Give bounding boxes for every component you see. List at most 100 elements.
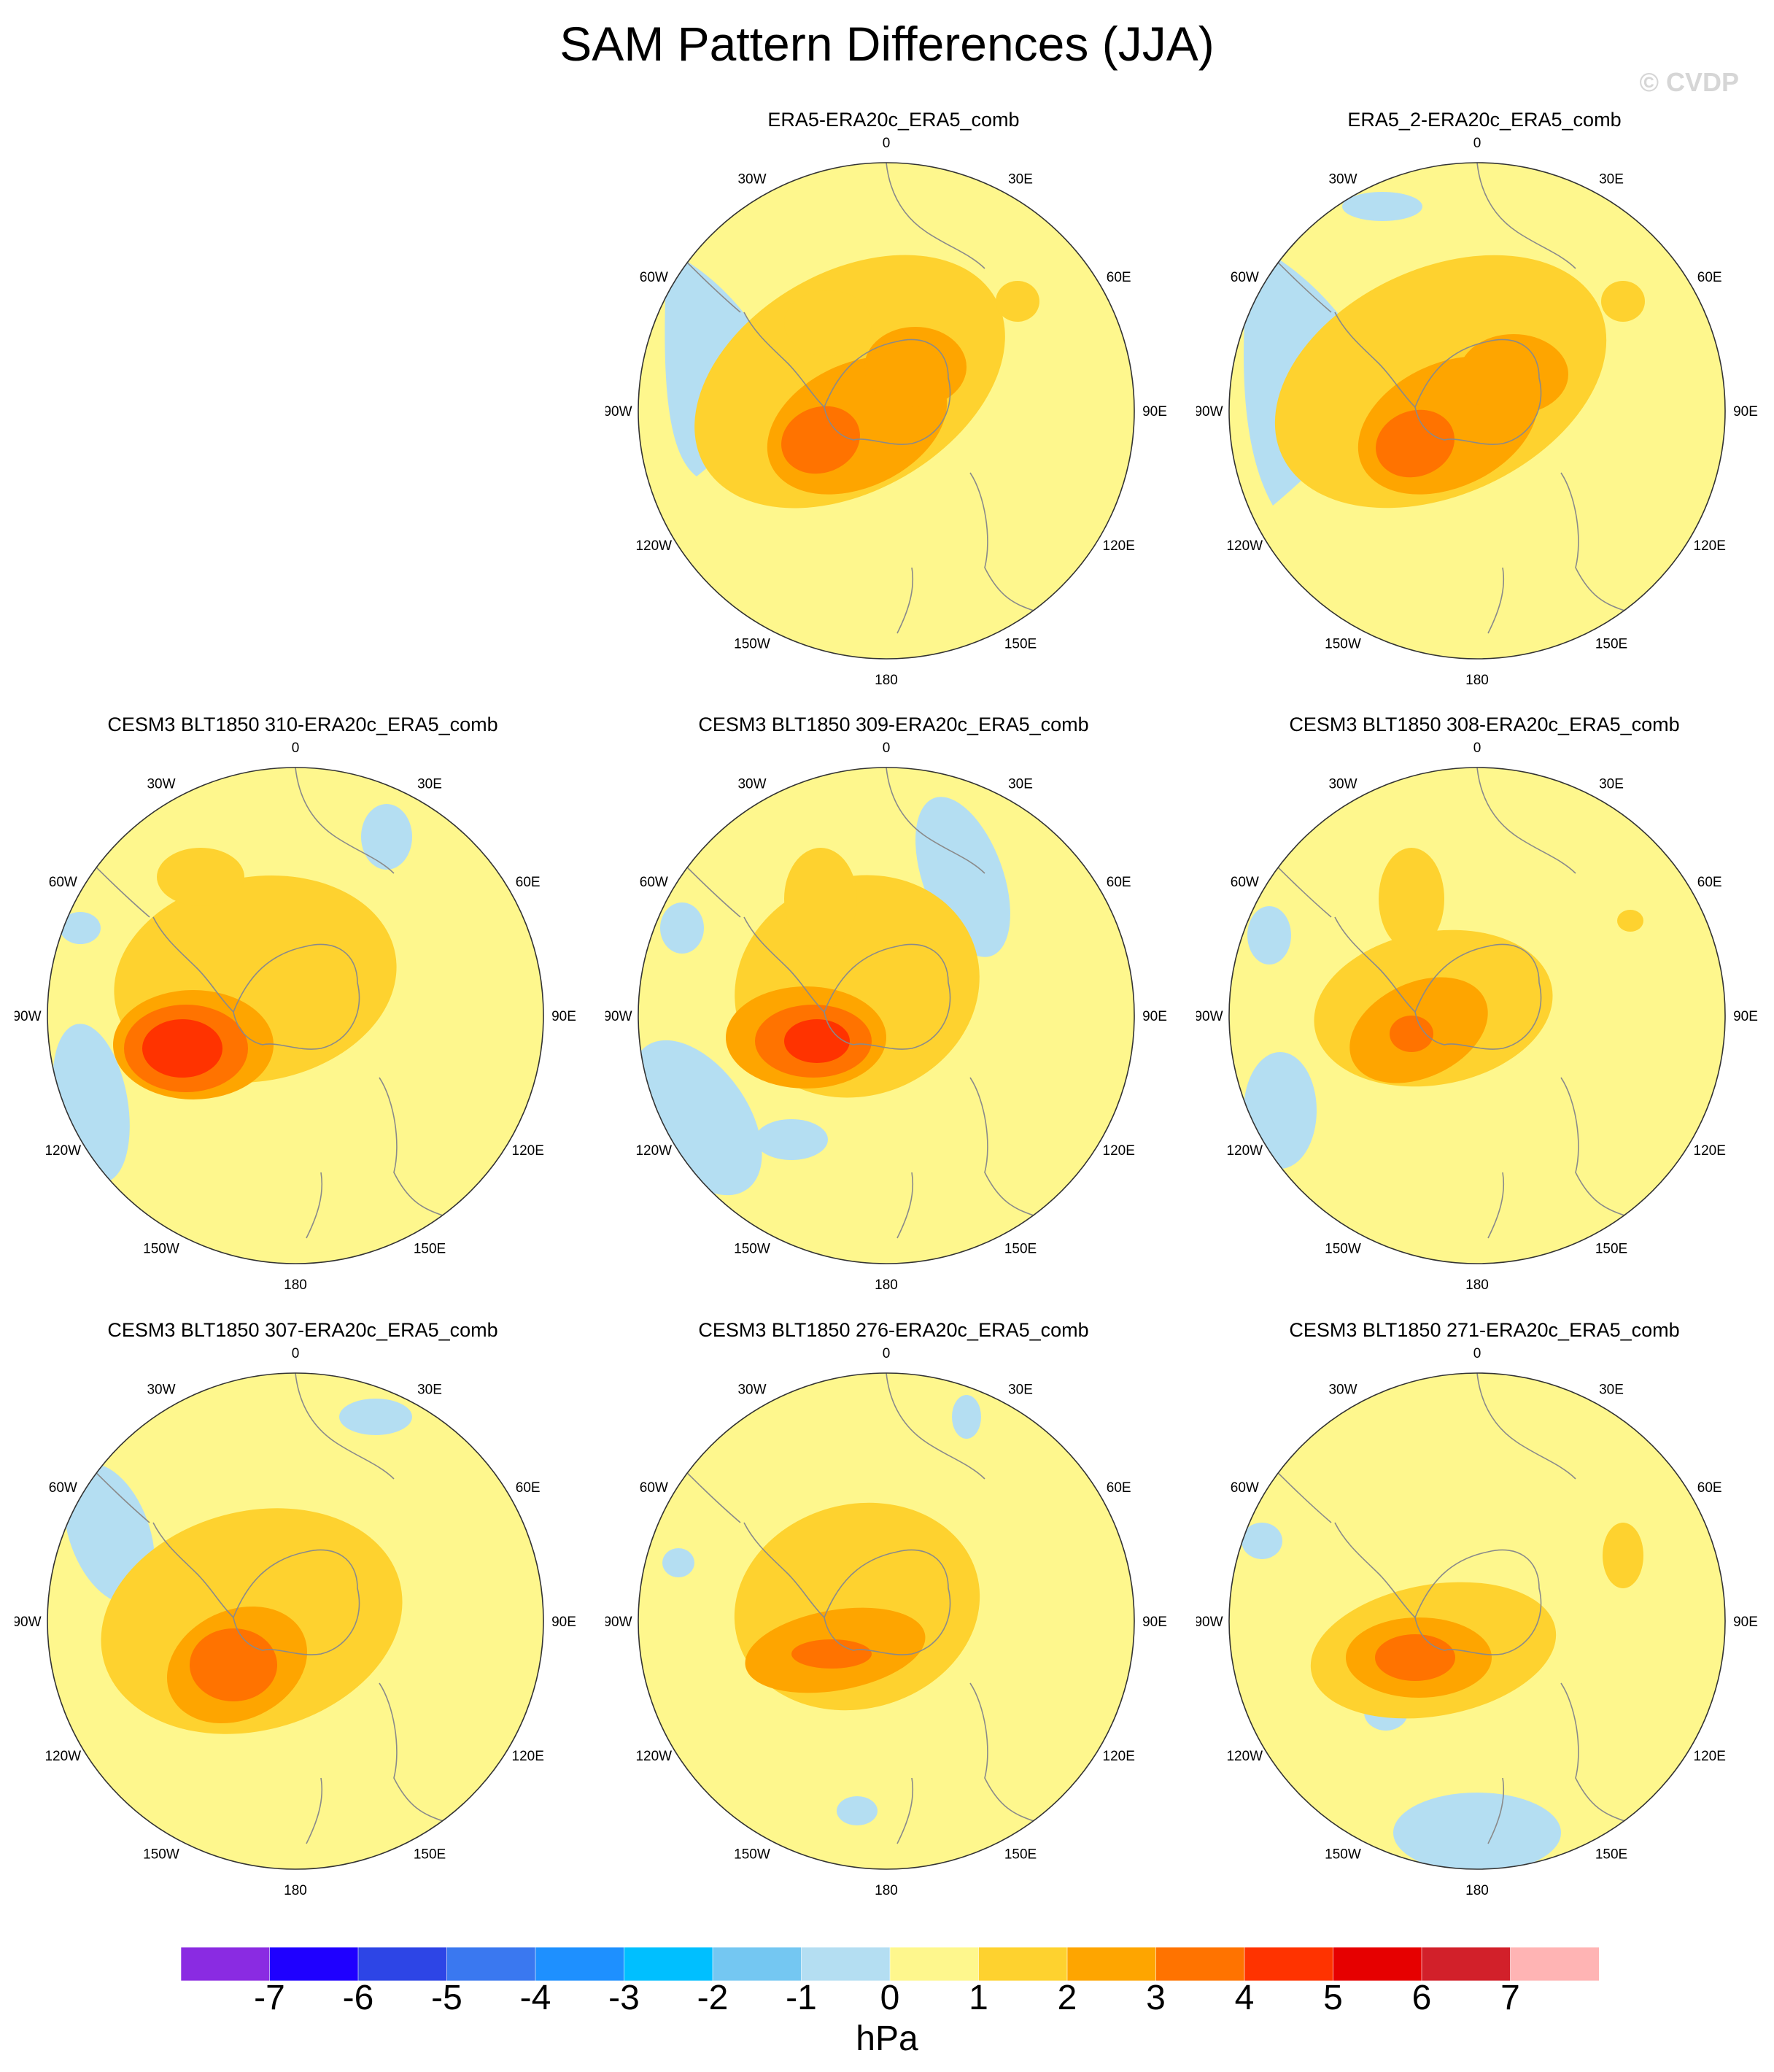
longitude-label: 180 (875, 1277, 898, 1293)
longitude-label: 60E (1697, 875, 1722, 890)
longitude-label: 120W (1226, 1143, 1263, 1159)
longitude-label: 0 (883, 741, 891, 756)
longitude-label: 120E (1694, 1143, 1726, 1159)
anomaly-contour-3 (781, 406, 860, 474)
anomaly-contour-1 (784, 290, 872, 356)
colorbar-box (889, 1947, 980, 1981)
longitude-label: 120E (1103, 1143, 1135, 1159)
colorbar-box (978, 1947, 1068, 1981)
longitude-label: 150E (1595, 1847, 1627, 1863)
colorbar-box (1066, 1947, 1157, 1981)
longitude-label: 30W (1328, 1382, 1357, 1397)
longitude-label: 30E (1008, 776, 1033, 792)
longitude-label: 150E (1595, 1242, 1627, 1257)
negative-anomaly (952, 1395, 981, 1439)
longitude-label: 30E (1599, 171, 1624, 187)
longitude-label: 90E (1733, 404, 1758, 420)
colorbar-tick-label: 3 (1146, 1979, 1166, 2017)
longitude-label: 60W (49, 875, 77, 890)
longitude-label: 0 (883, 136, 891, 151)
colorbar-tick-label: -7 (254, 1979, 285, 2017)
longitude-label: 120E (1694, 1749, 1726, 1764)
longitude-label: 0 (292, 1346, 300, 1361)
longitude-label: 90W (605, 1615, 632, 1630)
longitude-label: 90W (1196, 404, 1223, 420)
panel-title: CESM3 BLT1850 310-ERA20c_ERA5_comb (107, 714, 498, 735)
colorbar-tick-label: 5 (1323, 1979, 1343, 2017)
longitude-label: 30E (1008, 1382, 1033, 1397)
longitude-label: 90W (15, 1009, 42, 1024)
longitude-label: 90W (605, 1009, 632, 1024)
map-panel-cesm3-307: CESM3 BLT1850 307-ERA20c_ERA5_comb 0 30E 6… (15, 1317, 591, 1901)
longitude-label: 150E (1004, 1242, 1037, 1257)
map-boundary (638, 767, 1135, 1264)
anomaly-contour-4 (784, 1019, 850, 1063)
colorbar-box (624, 1947, 713, 1981)
colorbar-box (181, 1947, 271, 1981)
coastlines (1247, 1373, 1627, 1844)
longitude-label: 180 (875, 673, 898, 688)
panel-title: CESM3 BLT1850 276-ERA20c_ERA5_comb (698, 1319, 1089, 1341)
colorbar-box (1155, 1947, 1245, 1981)
longitude-label: 150E (1004, 637, 1037, 652)
longitude-label: 60W (49, 1480, 77, 1496)
anomaly-contour-1 (157, 848, 244, 906)
polar-map: 0 30E 60E 90E 120E 150E 180 150W 120W 90W 60W 30W (1196, 741, 1758, 1293)
colorbar-box (357, 1947, 448, 1981)
longitude-label: 120E (1103, 1749, 1135, 1764)
longitude-label: 0 (292, 741, 300, 756)
longitude-label: 150W (143, 1847, 179, 1863)
longitude-label: 30W (737, 1382, 766, 1397)
longitude-label: 30E (1599, 776, 1624, 792)
figure-title: SAM Pattern Differences (JJA) (559, 17, 1215, 71)
longitude-label: 120E (1694, 538, 1726, 554)
coastlines (656, 768, 1037, 1239)
negative-anomaly (662, 1548, 694, 1577)
colorbar-box (1333, 1947, 1422, 1981)
panel-title: CESM3 BLT1850 308-ERA20c_ERA5_comb (1289, 714, 1680, 735)
longitude-label: 120W (635, 1749, 672, 1764)
longitude-label: 90E (551, 1615, 576, 1630)
colorbar-tick-label: -1 (786, 1979, 817, 2017)
longitude-label: 60W (1231, 875, 1259, 890)
anomaly-contour-1 (996, 281, 1039, 322)
longitude-label: 120E (512, 1749, 544, 1764)
anomaly-contour-3 (1376, 409, 1455, 478)
polar-map: 0 30E 60E 90E 120E 150E 180 150W 120W 90W 60W 30W (1196, 136, 1758, 688)
anomaly-contour-1 (1603, 1523, 1643, 1588)
longitude-label: 150E (414, 1847, 446, 1863)
negative-anomaly (755, 1119, 828, 1160)
map-boundary (47, 767, 544, 1264)
longitude-label: 90E (551, 1009, 576, 1024)
polar-map: 0 30E 60E 90E 120E 150E 180 150W 120W 90W 60W 30W (605, 1346, 1167, 1898)
longitude-label: 30W (147, 1382, 175, 1397)
longitude-label: 150W (734, 1847, 770, 1863)
panel-title: CESM3 BLT1850 307-ERA20c_ERA5_comb (107, 1319, 498, 1341)
panel-title: CESM3 BLT1850 309-ERA20c_ERA5_comb (698, 714, 1089, 735)
map-panel-cesm3-276: CESM3 BLT1850 276-ERA20c_ERA5_comb 0 30E 6… (605, 1317, 1182, 1901)
anomaly-contour-3 (791, 1639, 872, 1669)
negative-anomaly (84, 1811, 120, 1855)
longitude-label: 60W (640, 1480, 668, 1496)
negative-anomaly (1342, 192, 1422, 221)
longitude-label: 120W (44, 1749, 81, 1764)
longitude-label: 60W (640, 875, 668, 890)
polar-map: 0 30E 60E 90E 120E 150E 180 150W 120W 90W 60W 30W (15, 1346, 576, 1898)
colorbar-labels: -7 -6 -5 -4 -3 -2 -1 0 1 2 3 4 5 6 7 (0, 1977, 1774, 2021)
colorbar-box (446, 1947, 536, 1981)
coastlines (65, 768, 446, 1239)
longitude-label: 0 (883, 1346, 891, 1361)
colorbar-tick-label: 0 (880, 1979, 900, 2017)
colorbar-box (801, 1947, 891, 1981)
map-boundary (47, 1372, 544, 1870)
cvdp-watermark: © CVDP (1639, 67, 1739, 97)
longitude-label: 120W (635, 538, 672, 554)
longitude-label: 60E (516, 1480, 541, 1496)
longitude-label: 60W (1231, 270, 1259, 285)
longitude-label: 60E (1107, 875, 1131, 890)
anomaly-contour-3 (1390, 1016, 1433, 1052)
polar-map: 0 30E 60E 90E 120E 150E 180 150W 120W 90W 60W 30W (1196, 1346, 1758, 1898)
longitude-label: 60E (1697, 270, 1722, 285)
longitude-label: 30E (1008, 171, 1033, 187)
longitude-label: 150W (1325, 637, 1361, 652)
